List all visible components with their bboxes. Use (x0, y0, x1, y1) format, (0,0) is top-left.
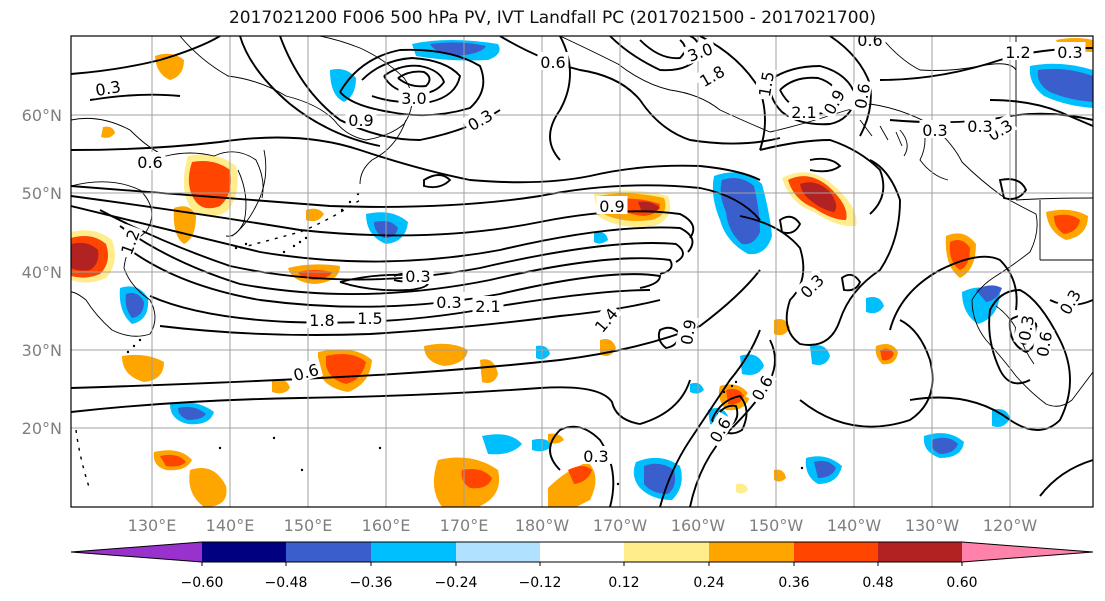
contour-label: 0.6 (134, 152, 166, 172)
colorbar-tick-label: 0.12 (608, 575, 639, 591)
svg-text:0.3: 0.3 (922, 121, 947, 140)
contour-label: 1.8 (306, 310, 338, 330)
lon-label: 130°E (128, 516, 177, 535)
longitude-labels: 130°E 140°E 150°E 160°E 170°E 180°W 170°… (128, 516, 1038, 535)
colorbar-tick-label: 0.60 (946, 575, 977, 591)
contour-label: 0.9 (596, 196, 628, 216)
lon-label: 140°E (206, 516, 255, 535)
contour-label: 0.6 (849, 78, 874, 113)
svg-text:0.9: 0.9 (599, 197, 624, 216)
colorbar-tick-label: −0.60 (181, 575, 224, 591)
contour-label: 0.3 (964, 116, 996, 136)
lon-label: 170°W (593, 516, 648, 535)
contour-label: 3.0 (398, 88, 430, 108)
contour-label: 2.1 (788, 102, 820, 122)
lon-label: 180°W (515, 516, 570, 535)
colorbar-tick-label: −0.36 (350, 575, 393, 591)
svg-text:1.5: 1.5 (357, 309, 382, 328)
svg-text:0.3: 0.3 (94, 77, 122, 100)
map-title: 2017021200 F006 500 hPa PV, IVT Landfall… (228, 8, 876, 28)
lon-label: 160°E (362, 516, 411, 535)
colorbar-tick-label: −0.48 (265, 575, 308, 591)
svg-text:0.9: 0.9 (348, 111, 373, 130)
map-frame (70, 35, 1094, 508)
colorbar-tick-label: −0.12 (519, 575, 562, 591)
lat-label: 60°N (22, 106, 62, 125)
colorbar-segment (202, 542, 286, 562)
svg-text:0.3: 0.3 (583, 447, 608, 466)
lat-label: 40°N (22, 263, 62, 282)
svg-text:0.6: 0.6 (540, 53, 565, 72)
svg-text:0.6: 0.6 (857, 31, 882, 50)
contour-label: 0.3 (461, 103, 498, 135)
svg-text:2.1: 2.1 (475, 297, 500, 316)
contour-label: 0.6 (1031, 326, 1056, 361)
colorbar-segment (624, 542, 709, 562)
contour-label: 0.9 (345, 110, 377, 130)
colorbar (70, 541, 1094, 566)
colorbar-tick-label: 0.24 (693, 575, 724, 591)
svg-text:0.9: 0.9 (677, 318, 700, 346)
colorbar-tick-label: 0.36 (778, 575, 809, 591)
contour-label: 2.1 (472, 296, 504, 316)
svg-text:2.1: 2.1 (791, 103, 816, 122)
latitude-labels: 60°N 50°N 40°N 30°N 20°N (22, 106, 62, 438)
svg-text:0.3: 0.3 (967, 117, 992, 136)
contour-label-group: 0.31.23.00.60.9 0.33.01.8 1.52.1 0.9 0.60.3 0… (90, 31, 1086, 466)
contour-label: 0.6 (854, 31, 886, 50)
contour-label: 1.5 (354, 308, 386, 328)
svg-text:0.6: 0.6 (851, 82, 874, 110)
island-chain (75, 199, 361, 491)
colorbar-segment (540, 542, 624, 562)
lon-label: 160°W (671, 516, 726, 535)
svg-text:0.6: 0.6 (1033, 330, 1056, 358)
svg-text:0.6: 0.6 (137, 153, 162, 172)
colorbar-tick-label: −0.24 (435, 575, 478, 591)
svg-text:3.0: 3.0 (401, 89, 426, 108)
contour-label: 1.5 (753, 66, 778, 101)
svg-text:0.3: 0.3 (405, 267, 430, 286)
lon-label: 150°E (284, 516, 333, 535)
lat-label: 30°N (22, 341, 62, 360)
colorbar-segment (709, 542, 794, 562)
svg-text:0.3: 0.3 (1057, 43, 1082, 62)
graticule (71, 36, 1093, 507)
colorbar-segment (371, 542, 456, 562)
contour-label: 0.3 (919, 120, 951, 140)
lon-label: 150°W (749, 516, 804, 535)
lon-label: 130°W (905, 516, 960, 535)
lon-label: 140°W (827, 516, 882, 535)
colorbar-tick-label: 0.48 (862, 575, 893, 591)
lon-label: 120°W (983, 516, 1038, 535)
colorbar-segment (286, 542, 371, 562)
svg-text:1.8: 1.8 (309, 311, 334, 330)
contour-label: 0.9 (675, 314, 700, 349)
colorbar-segment (456, 542, 540, 562)
colorbar-segment (962, 542, 1093, 562)
contour-label: 0.3 (402, 266, 434, 286)
colorbar-segment (71, 542, 202, 562)
svg-text:0.3: 0.3 (1015, 314, 1038, 342)
lon-label: 170°E (440, 516, 489, 535)
colorbar-segment (794, 542, 878, 562)
svg-text:1.5: 1.5 (755, 70, 778, 98)
colorbar-tick-labels: −0.60 −0.48 −0.36 −0.24 −0.12 0.12 0.24 … (181, 575, 978, 591)
colorbar-segment (878, 542, 962, 562)
lat-label: 50°N (22, 184, 62, 203)
contour-label: 0.3 (580, 446, 612, 466)
contour-label: 0.3 (1013, 310, 1038, 345)
svg-text:1.2: 1.2 (1005, 43, 1030, 62)
lat-label: 20°N (22, 419, 62, 438)
contour-label: 0.3 (433, 292, 465, 312)
contour-label: 0.3 (90, 75, 125, 100)
contour-label: 0.3 (1054, 42, 1086, 62)
svg-text:0.3: 0.3 (436, 293, 461, 312)
contour-label: 0.6 (537, 52, 569, 72)
contour-label: 1.2 (1002, 42, 1034, 62)
